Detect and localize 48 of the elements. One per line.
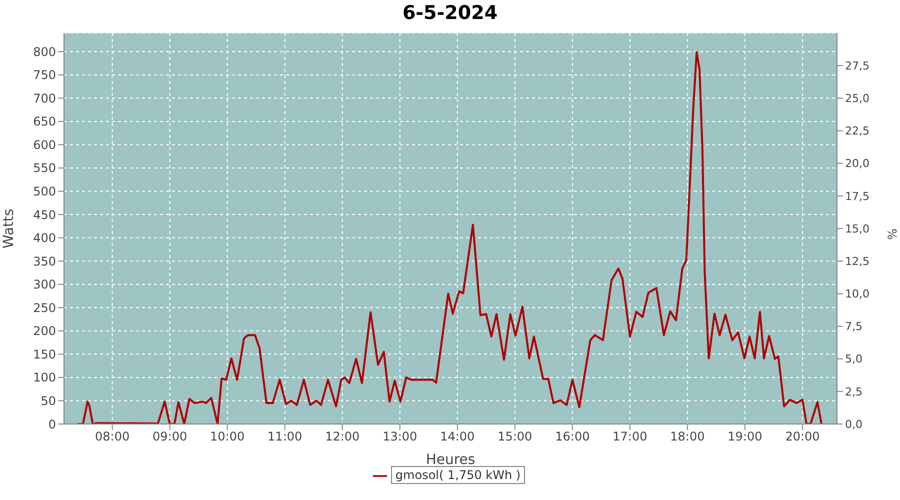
y-tick-label: 600 [33,138,56,152]
legend-label: gmosol( 1,750 kWh ) [391,466,525,484]
y2-tick-label: 27,5 [845,59,870,72]
y-tick-label: 50 [40,394,56,408]
y2-tick-label: 5,0 [845,352,862,366]
y-tick-label: 550 [33,161,56,176]
y-tick-label: 200 [33,324,56,338]
y-tick-label: 100 [33,370,56,385]
y-tick-label: 350 [33,254,56,268]
x-tick-label: 20:00 [785,430,820,444]
y2-tick-label: 22,5 [845,124,870,138]
y2-tick-label: 0,0 [845,418,862,431]
y-tick-label: 750 [33,68,56,82]
y-tick-label: 300 [33,278,56,292]
x-tick-label: 17:00 [612,430,648,444]
y2-axis-title: % [885,228,900,240]
y2-tick-label: 17,5 [845,190,870,203]
y2-tick-label: 15,0 [845,222,870,236]
y-tick-label: 450 [33,208,56,222]
x-tick-label: 14:00 [440,430,475,444]
y2-tick-label: 2,5 [845,385,862,398]
y-tick-label: 650 [33,114,56,129]
y-tick-label: 150 [33,347,56,362]
x-tick-label: 18:00 [670,430,705,444]
x-tick-label: 15:00 [498,430,532,444]
x-tick-label: 08:00 [95,430,130,444]
x-tick-label: 19:00 [728,430,762,444]
y-tick-label: 500 [33,184,56,199]
y2-tick-label: 12,5 [845,254,870,268]
y-axis-title: Watts [0,208,17,248]
x-tick-label: 16:00 [555,430,590,444]
y-tick-label: 700 [33,91,56,106]
y2-tick-label: 20,0 [845,157,870,170]
y-tick-label: 800 [33,44,56,59]
x-tick-label: 10:00 [210,430,245,444]
y2-tick-label: 25,0 [845,92,870,106]
x-tick-label: 11:00 [268,430,302,444]
x-tick-label: 13:00 [382,430,418,444]
y-tick-label: 250 [33,300,56,315]
y-tick-label: 0 [48,417,56,432]
x-tick-label: 12:00 [325,430,360,444]
line-series [76,51,822,424]
chart-title: 6-5-2024 [401,2,499,24]
y-tick-label: 400 [33,231,56,246]
x-tick-label: 09:00 [152,430,188,444]
x-axis-title: Heures [426,452,476,468]
y2-tick-label: 10,0 [845,288,870,301]
y2-tick-label: 7,5 [845,320,862,334]
